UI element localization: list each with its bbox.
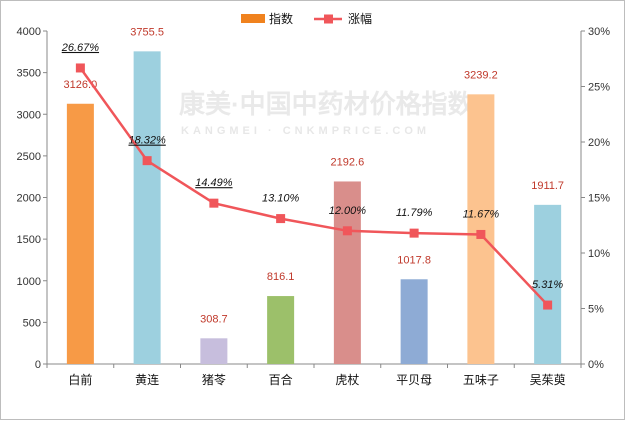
right-tick-label: 15% — [588, 193, 610, 205]
right-tick-label: 20% — [588, 137, 610, 149]
bar-data-label: 3239.2 — [464, 69, 498, 81]
right-tick-label: 5% — [588, 304, 604, 316]
line-marker — [209, 198, 219, 208]
right-tick-label: 25% — [588, 82, 610, 94]
x-tick-label: 黄连 — [135, 372, 159, 387]
bar — [200, 338, 228, 364]
legend: 指数 涨幅 — [241, 11, 372, 26]
bar-data-label: 2192.6 — [331, 156, 365, 168]
bar-series: 3126.03755.5308.7816.12192.61017.83239.2… — [64, 26, 564, 365]
line-data-label: 5.31% — [532, 279, 563, 291]
left-tick-label: 4000 — [17, 26, 41, 38]
bar-data-label: 3755.5 — [130, 26, 164, 38]
bar — [66, 103, 94, 364]
line-data-label: 11.79% — [396, 207, 433, 219]
x-tick-label: 平贝母 — [396, 373, 432, 387]
x-tick-label: 吴茱萸 — [530, 373, 566, 387]
left-tick-label: 1000 — [17, 276, 41, 288]
bar — [467, 94, 495, 364]
bar-data-label: 1911.7 — [531, 180, 564, 192]
watermark-sub-text: KANGMEI · CNKMPRICE.COM — [181, 125, 430, 137]
right-tick-label: 10% — [588, 248, 610, 260]
line-data-label: 12.00% — [329, 205, 367, 217]
line-marker — [342, 226, 352, 236]
bar-data-label: 308.7 — [200, 313, 228, 325]
x-tick-label: 白前 — [68, 372, 92, 387]
bar-data-label: 816.1 — [267, 271, 295, 283]
x-tick-label: 五味子 — [463, 373, 499, 387]
x-tick-label: 百合 — [269, 372, 293, 387]
bar — [267, 296, 295, 364]
bar — [133, 51, 161, 365]
right-tick-label: 0% — [588, 359, 604, 371]
legend-label: 涨幅 — [348, 11, 372, 26]
left-tick-label: 0 — [35, 359, 41, 371]
bar-data-label: 1017.8 — [397, 254, 431, 266]
watermark: 康美·中国中药材价格指数 KANGMEI · CNKMPRICE.COM — [179, 89, 475, 137]
line-path — [79, 67, 549, 306]
line-data-label: 13.10% — [262, 193, 300, 205]
left-tick-label: 3500 — [17, 68, 41, 80]
x-tick-label: 猪苓 — [202, 373, 226, 387]
bar — [400, 279, 428, 364]
bar — [534, 204, 562, 364]
legend-label: 指数 — [269, 11, 293, 26]
line-marker — [409, 228, 419, 238]
line-marker — [142, 156, 152, 166]
line-marker — [543, 300, 553, 310]
axes: 0 500 1000 1500 2000 2500 3000 3500 4000 0% 5% 10% 1… — [17, 26, 611, 387]
legend-swatch-bar — [241, 14, 265, 23]
line-data-label: 14.49% — [195, 177, 233, 189]
legend-swatch-marker — [324, 14, 333, 24]
line-marker — [75, 63, 85, 73]
line-marker — [476, 229, 486, 239]
line-series: 26.67% 18.32% 14.49% 13.10% 12.00% 11.79% 11.6… — [61, 42, 563, 310]
bar — [333, 181, 361, 364]
x-tick-label: 虎杖 — [335, 372, 359, 387]
watermark-text: 康美·中国中药材价格指数 — [179, 89, 475, 119]
right-tick-label: 30% — [588, 26, 610, 38]
line-marker — [276, 214, 286, 224]
left-tick-label: 1500 — [17, 234, 41, 246]
left-tick-label: 3000 — [17, 109, 41, 121]
left-tick-label: 2500 — [17, 151, 41, 163]
line-data-label: 26.67% — [61, 42, 100, 54]
line-data-label: 11.67% — [463, 208, 500, 220]
left-tick-label: 2000 — [17, 193, 41, 205]
line-data-label: 18.32% — [128, 135, 166, 147]
left-tick-label: 500 — [23, 317, 41, 329]
